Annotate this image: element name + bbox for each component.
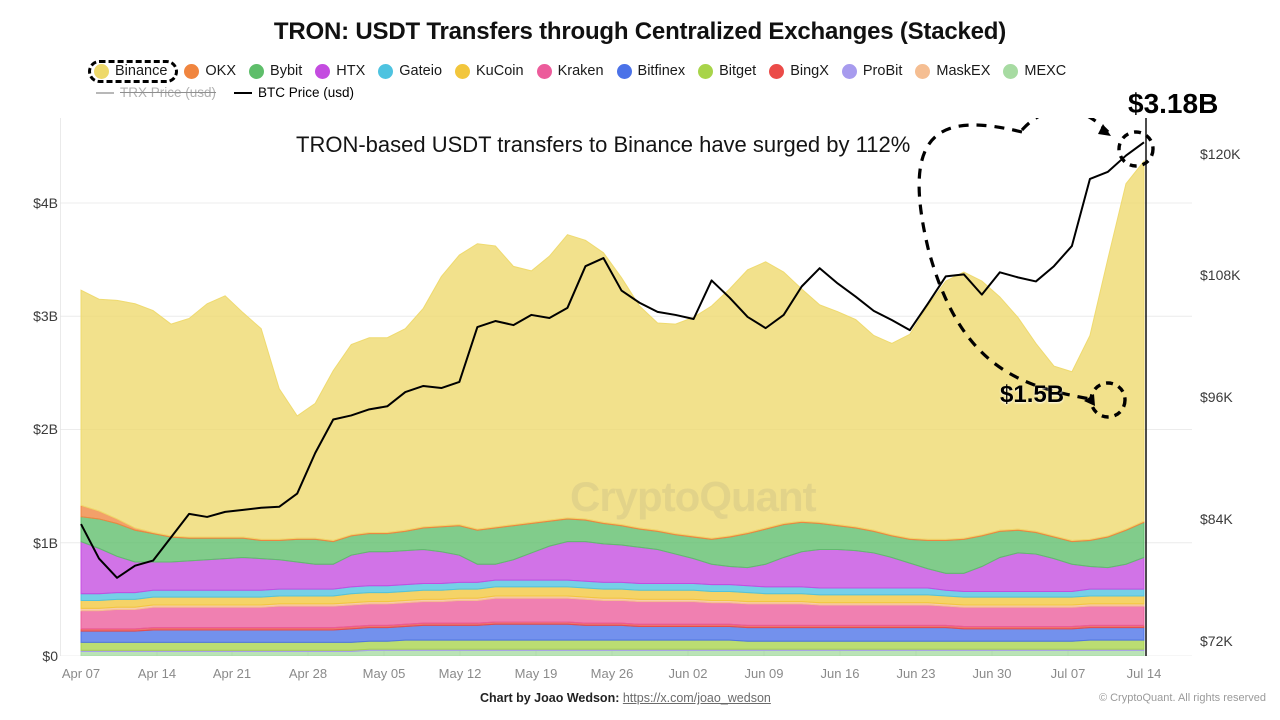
legend-dot-icon — [769, 64, 785, 79]
y-axis-left-tick: $2B — [33, 421, 58, 438]
legend-item-label: Kraken — [557, 63, 604, 80]
legend-dot-icon — [841, 64, 857, 79]
legend-dot-icon — [315, 64, 331, 79]
legend-item-label: Bybit — [270, 63, 303, 80]
callout-low-value: $1.5B — [1000, 381, 1065, 408]
chart-plot-area[interactable]: CryptoQuant — [60, 118, 1192, 656]
legend-item-label: Gateio — [399, 63, 443, 80]
x-axis-tick: Apr 14 — [137, 666, 177, 681]
y-axis-left: $0 $1B $2B $3B $4B — [0, 0, 58, 720]
legend-price-lines: TRX Price (usd) BTC Price (usd) — [96, 86, 372, 100]
legend-item-probit[interactable]: ProBit — [838, 62, 912, 81]
legend-dot-icon — [94, 64, 109, 79]
annotation-arrow-down — [917, 123, 1091, 401]
y-axis-right-tick: $120K — [1200, 145, 1241, 162]
footer-credit-prefix: Chart by Joao Wedson: — [480, 691, 620, 705]
footer-credit-link[interactable]: https://x.com/joao_wedson — [622, 691, 771, 705]
x-axis-tick: May 05 — [362, 666, 406, 681]
legend-item-kraken[interactable]: Kraken — [533, 62, 613, 81]
legend-item-maskex[interactable]: MaskEX — [911, 62, 999, 81]
legend-item-okx[interactable]: OKX — [180, 62, 245, 81]
legend-line-swatch-icon — [234, 91, 253, 94]
legend-item-gateio[interactable]: Gateio — [374, 62, 451, 81]
legend-line-label: BTC Price (usd) — [258, 85, 355, 100]
legend-item-bitget[interactable]: Bitget — [694, 62, 765, 81]
x-axis-tick: Jun 23 — [896, 666, 936, 681]
x-axis: Apr 07 Apr 14 Apr 21 Apr 28 May 05 May 12 May … — [0, 666, 1280, 688]
legend-item-label: Bitget — [719, 63, 757, 80]
legend-item-binance[interactable]: Binance — [88, 60, 179, 83]
legend-item-label: HTX — [336, 63, 366, 80]
legend-item-label: MEXC — [1024, 63, 1067, 80]
annotation-arrow-up — [1020, 118, 1110, 134]
x-axis-tick: Apr 28 — [288, 666, 328, 681]
legend-dot-icon — [249, 64, 265, 79]
x-axis-tick: Jul 14 — [1126, 666, 1162, 681]
marker-high-circle — [1117, 130, 1155, 168]
legend-dot-icon — [616, 64, 632, 79]
legend-dot-icon — [698, 64, 714, 79]
legend-dot-icon — [455, 64, 471, 79]
y-axis-right-tick: $108K — [1200, 267, 1241, 284]
x-axis-tick: May 26 — [590, 666, 634, 681]
callout-high-value: $3.18B — [1128, 88, 1219, 119]
legend-item-bingx[interactable]: BingX — [765, 62, 838, 81]
x-axis-tick: Jul 07 — [1050, 666, 1086, 681]
legend-item-htx[interactable]: HTX — [311, 62, 374, 81]
legend-item-mexc[interactable]: MEXC — [999, 62, 1075, 81]
legend-item-label: Bitfinex — [637, 63, 686, 80]
legend-item-label: MaskEX — [936, 63, 991, 80]
y-axis-left-tick: $4B — [33, 194, 58, 211]
y-axis-right-tick: $72K — [1200, 632, 1233, 649]
legend-item-label: OKX — [205, 63, 237, 80]
annotation-headline: TRON-based USDT transfers to Binance hav… — [296, 132, 911, 157]
annotation-arrowhead-down — [1084, 394, 1095, 406]
x-axis-tick: Jun 09 — [744, 666, 784, 681]
legend-item-bitfinex[interactable]: Bitfinex — [613, 62, 695, 81]
legend-dot-icon — [184, 64, 200, 79]
x-axis-tick: Jun 02 — [668, 666, 708, 681]
legend-line-trx-price[interactable]: TRX Price (usd) — [96, 86, 216, 100]
chart-svg — [60, 118, 1192, 656]
footer-copyright: © CryptoQuant. All rights reserved — [1098, 692, 1266, 704]
legend-line-btc-price[interactable]: BTC Price (usd) — [234, 86, 354, 100]
x-axis-tick: May 19 — [514, 666, 558, 681]
line-btc-price[interactable] — [80, 141, 1145, 579]
area-series-binance[interactable] — [80, 159, 1145, 541]
y-axis-right-tick: $96K — [1200, 389, 1233, 406]
y-axis-left-tick: $0 — [42, 648, 58, 664]
legend-dot-icon — [536, 64, 552, 79]
legend-item-label: ProBit — [862, 63, 903, 80]
legend-dot-icon — [1003, 64, 1019, 79]
y-axis-left-tick: $1B — [33, 534, 58, 551]
x-axis-tick: Apr 07 — [61, 666, 101, 681]
annotation-arrowhead-up — [1098, 124, 1111, 136]
page-title: TRON: USDT Transfers through Centralized… — [273, 18, 1007, 45]
legend-line-label: TRX Price (usd) — [120, 85, 217, 100]
legend-item-kucoin[interactable]: KuCoin — [451, 62, 533, 81]
legend-dot-icon — [378, 64, 394, 79]
x-axis-tick: Apr 21 — [212, 666, 252, 681]
x-axis-tick: May 12 — [438, 666, 482, 681]
y-axis-right: $72K $84K $96K $108K $120K — [1196, 0, 1280, 720]
legend-item-label: KuCoin — [476, 63, 524, 80]
y-axis-right-tick: $84K — [1200, 510, 1233, 527]
y-axis-left-tick: $3B — [33, 308, 58, 325]
legend-item-label: Binance — [115, 63, 168, 80]
legend-series: Binance OKX Bybit HTX Gateio KuCoin Kraken Bitf… — [88, 60, 1075, 83]
footer-credit: Chart by Joao Wedson: https://x.com/joao… — [480, 691, 771, 705]
x-axis-tick: Jun 16 — [820, 666, 860, 681]
legend-line-swatch-icon — [96, 91, 114, 94]
legend-item-label: BingX — [790, 63, 829, 80]
legend-dot-icon — [915, 64, 931, 79]
legend-item-bybit[interactable]: Bybit — [245, 62, 311, 81]
x-axis-tick: Jun 30 — [972, 666, 1012, 681]
